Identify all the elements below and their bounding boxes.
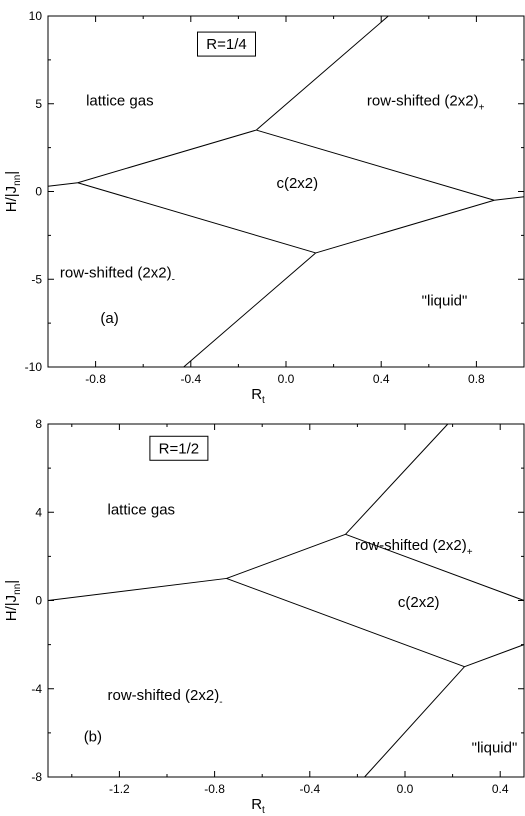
x-tick-label: -0.4: [180, 372, 201, 386]
x-tick-label: -0.8: [85, 372, 106, 386]
region-label: c(2x2): [276, 175, 318, 192]
x-tick-label: 0.0: [397, 782, 414, 796]
y-tick-label: 10: [29, 9, 43, 23]
phase-boundary-line: [364, 666, 465, 778]
region-label: row-shifted (2x2)-: [60, 264, 175, 285]
panel-b: -1.2 -0.8 -0.4 0.0 0.4 -8 -4 0 4 8 lattice gas row-…: [3, 417, 525, 816]
y-axis-title: H/|Jnn|: [3, 580, 23, 621]
panel-tag-label: (a): [100, 310, 118, 327]
phase-boundary-line: [315, 199, 495, 254]
panel-a: -0.8 -0.4 0.0 0.4 0.8 -10 -5 0 5 10 lattice gas row…: [3, 9, 525, 406]
x-tick-label: -0.8: [204, 782, 225, 796]
r-value-box: [149, 435, 209, 461]
phase-boundary-line: [183, 252, 317, 368]
x-tick-label: 0.8: [468, 372, 485, 386]
r-value-label: R=1/2: [159, 440, 199, 457]
region-label: row-shifted (2x2)+: [355, 537, 473, 558]
y-tick-label: 5: [35, 97, 42, 111]
phase-boundary-line: [77, 182, 316, 254]
phase-boundary-line: [345, 533, 525, 601]
r-value-box: [197, 31, 256, 57]
x-tick-label: 0.4: [373, 372, 390, 386]
panel-tag-label: (b): [84, 729, 102, 746]
region-label: lattice gas: [108, 501, 176, 518]
y-tick-label: 8: [35, 417, 42, 431]
x-tick-label: -0.4: [299, 782, 320, 796]
x-tick-label: 0.4: [492, 782, 509, 796]
x-tick-label: -1.2: [109, 782, 130, 796]
x-axis-title: Rt: [251, 386, 265, 406]
y-tick-label: -4: [31, 682, 42, 696]
phase-boundary-line: [47, 182, 78, 187]
phase-boundary-line: [255, 15, 389, 131]
phase-boundary-line: [464, 644, 525, 668]
phase-boundary-line: [345, 423, 449, 535]
phase-boundary-line: [226, 577, 465, 668]
region-label: row-shifted (2x2)-: [108, 687, 223, 708]
r-value-label: R=1/4: [206, 36, 246, 53]
region-label: "liquid": [472, 740, 518, 757]
x-tick-label: 0.0: [278, 372, 295, 386]
phase-boundary-line: [256, 129, 495, 201]
y-tick-label: -10: [25, 360, 43, 374]
y-tick-label: 4: [35, 505, 42, 519]
y-tick-label: 0: [35, 594, 42, 608]
region-label: "liquid": [422, 293, 468, 310]
region-label: lattice gas: [86, 93, 154, 110]
region-label: row-shifted (2x2)+: [367, 93, 485, 114]
phase-boundary-line: [494, 196, 525, 201]
phase-boundary-line: [77, 129, 257, 184]
phase-boundary-line: [226, 533, 346, 579]
x-axis-title: Rt: [251, 796, 265, 816]
y-tick-label: -5: [31, 272, 42, 286]
phase-boundary-line: [47, 577, 227, 601]
y-tick-label: -8: [31, 770, 42, 784]
y-axis-title: H/|Jnn|: [3, 171, 23, 212]
region-label: c(2x2): [398, 594, 440, 611]
y-tick-label: 0: [35, 185, 42, 199]
